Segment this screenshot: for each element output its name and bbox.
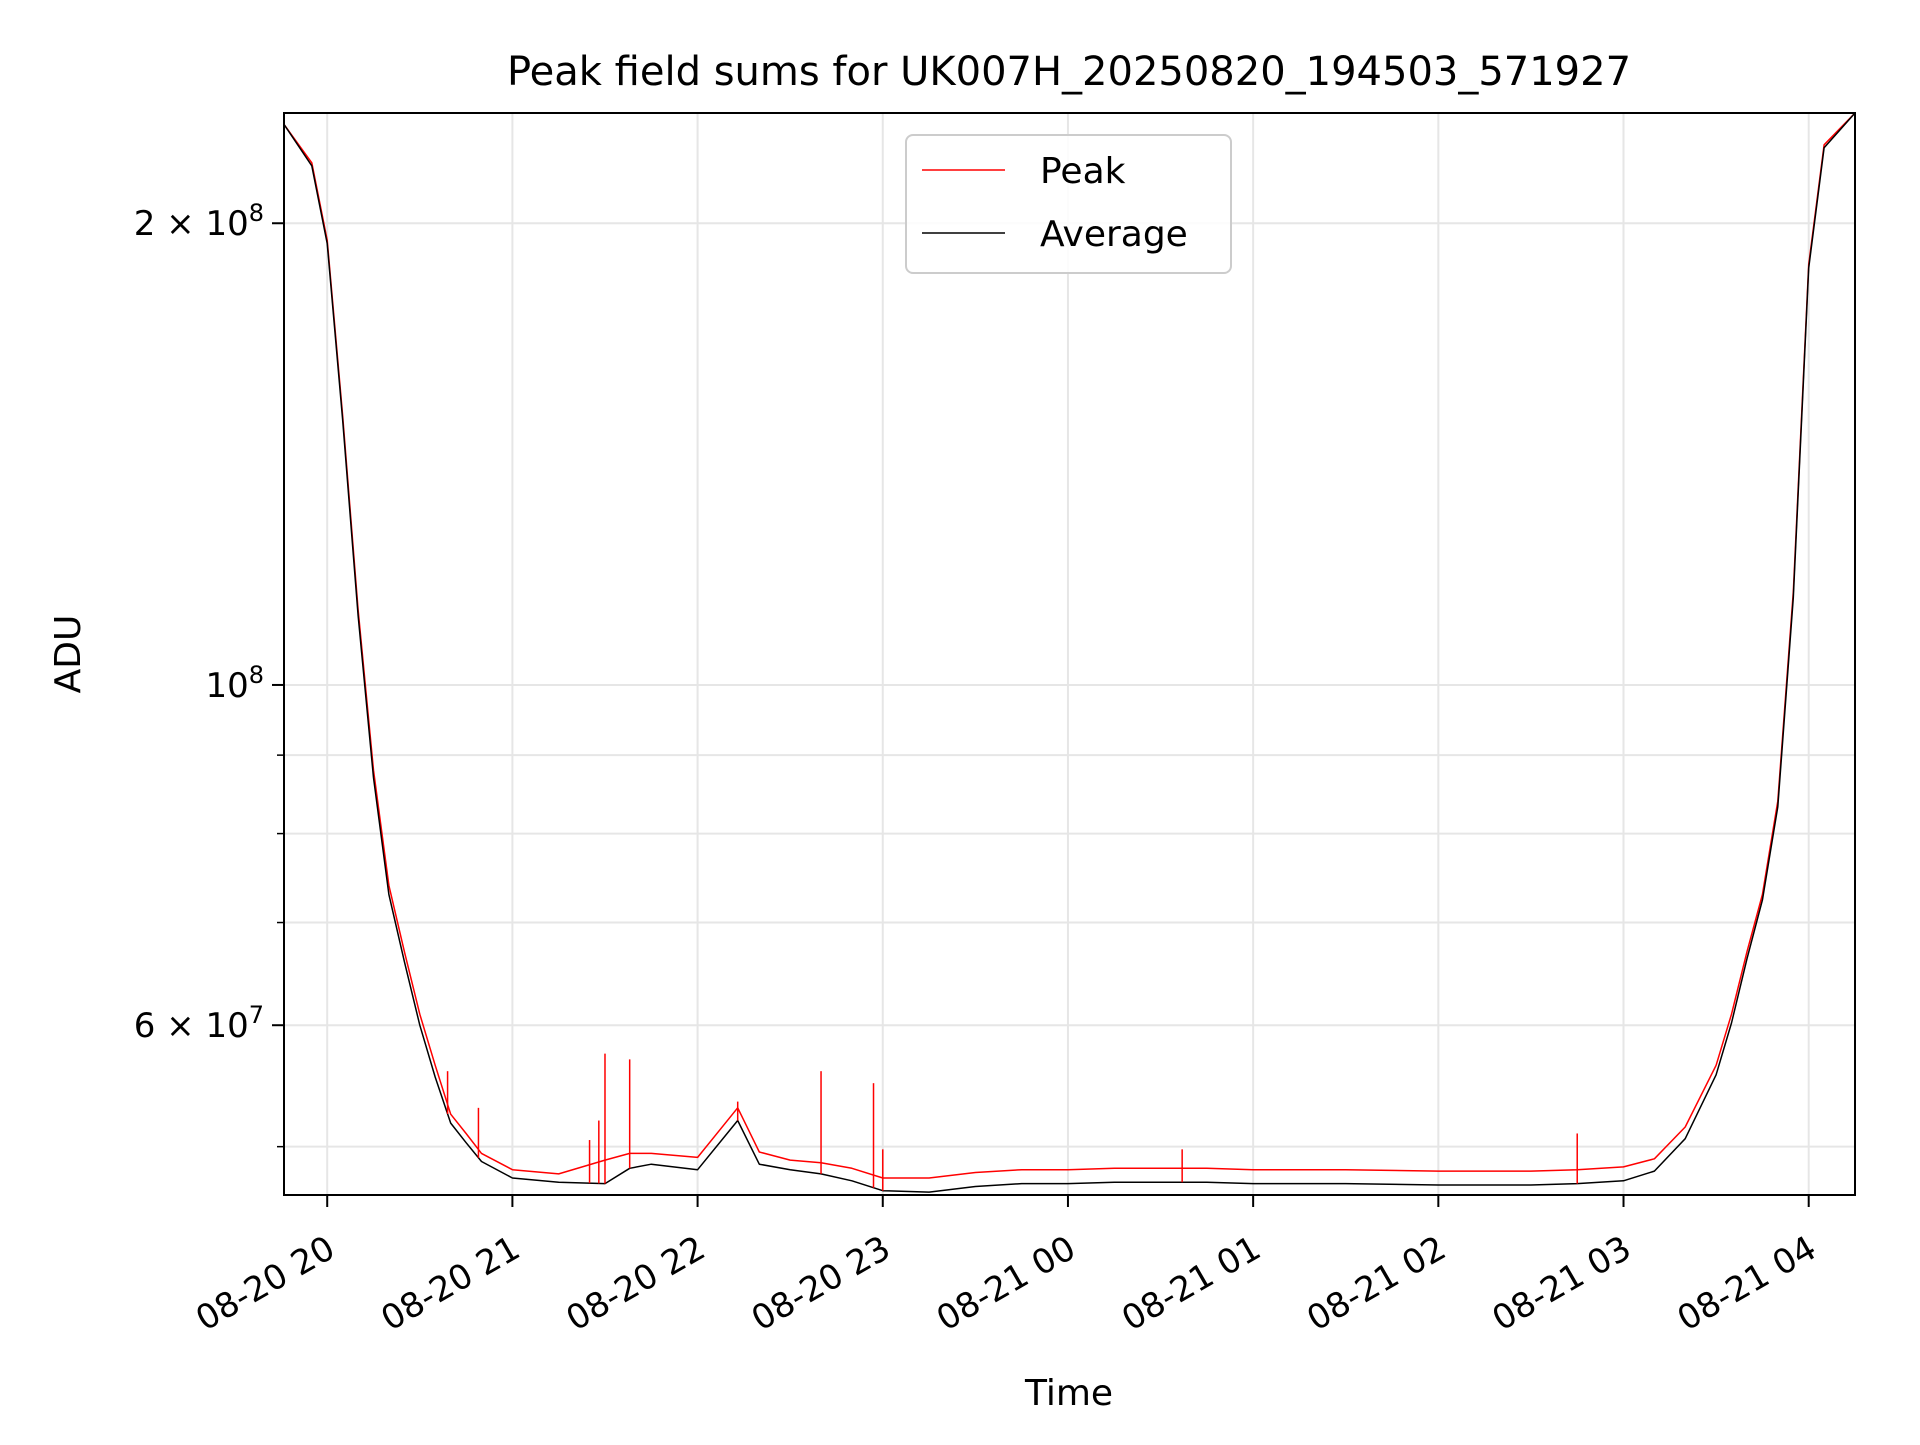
- x-axis-label: Time: [1024, 1373, 1113, 1414]
- legend-average-label: Average: [1040, 214, 1188, 255]
- y-tick-label: 108: [205, 661, 264, 706]
- legend-peak-label: Peak: [1040, 151, 1126, 192]
- axes-frame: [283, 112, 1856, 1196]
- y-axis-label: ADU: [48, 615, 89, 694]
- y-axis-ticks: 6 × 107 108 2 × 108: [134, 199, 284, 1148]
- plot-series: [283, 112, 1856, 1193]
- y-tick-label: 2 × 108: [134, 199, 264, 244]
- chart-title: Peak field sums for UK007H_20250820_1945…: [507, 49, 1631, 95]
- legend: Peak Average: [905, 134, 1232, 274]
- y-tick-label: 6 × 107: [134, 1001, 264, 1046]
- grid: [284, 113, 1855, 1195]
